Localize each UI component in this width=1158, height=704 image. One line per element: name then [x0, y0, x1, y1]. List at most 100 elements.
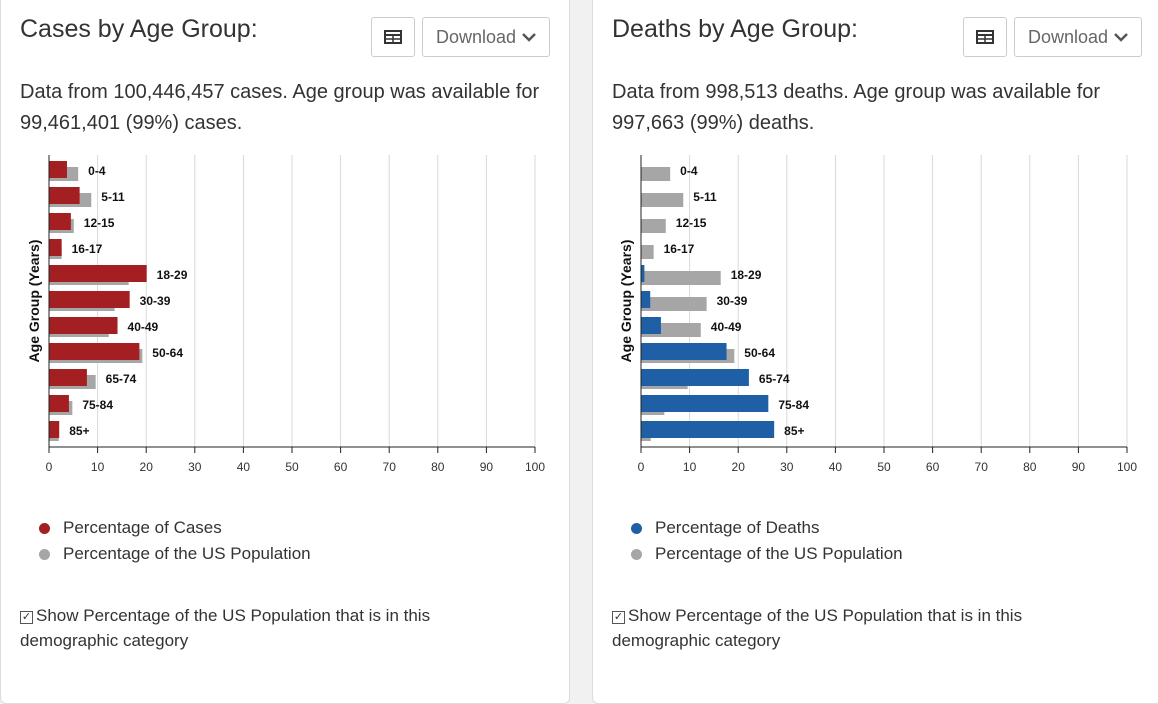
category-label: 65-74 [106, 372, 137, 386]
deaths-panel: Deaths by Age Group: Download Data from … [592, 0, 1158, 704]
category-label: 40-49 [711, 320, 742, 334]
category-label: 12-15 [676, 216, 707, 230]
x-tick-label: 0 [638, 460, 645, 474]
table-icon [384, 30, 402, 44]
bar-population [641, 297, 707, 311]
bar-primary [49, 187, 80, 204]
download-label: Download [435, 26, 517, 47]
bar-primary [49, 421, 60, 438]
legend-dot [631, 522, 642, 534]
x-tick-label: 30 [188, 460, 202, 474]
x-tick-label: 10 [91, 460, 105, 474]
category-label: 18-29 [731, 268, 762, 282]
category-label: 0-4 [680, 164, 698, 178]
legend-dot [39, 522, 50, 534]
y-axis-label: Age Group (Years) [618, 240, 634, 363]
table-view-button[interactable] [371, 17, 415, 57]
y-axis-label: Age Group (Years) [26, 240, 42, 363]
x-tick-label: 80 [1023, 460, 1037, 474]
population-checkbox[interactable]: ✓ Show Percentage of the US Population th… [20, 603, 520, 653]
bar-primary [49, 317, 118, 334]
category-label: 5-11 [101, 190, 125, 204]
population-checkbox[interactable]: ✓ Show Percentage of the US Population th… [612, 603, 1112, 653]
bar-primary [641, 369, 749, 386]
bar-primary [49, 161, 67, 178]
legend-item-population[interactable]: Percentage of the US Population [631, 541, 903, 567]
category-label: 50-64 [152, 346, 183, 360]
x-tick-label: 20 [140, 460, 154, 474]
checkbox-icon[interactable]: ✓ [20, 611, 33, 624]
bar-primary [641, 343, 727, 360]
bar-population [641, 193, 684, 207]
x-tick-label: 70 [383, 460, 397, 474]
panel-description: Data from 100,446,457 cases. Age group w… [20, 81, 540, 134]
x-tick-label: 80 [431, 460, 445, 474]
category-label: 50-64 [744, 346, 775, 360]
category-label: 30-39 [717, 294, 748, 308]
deaths-bar-chart: 0 10 20 30 40 50 60 70 80 90 100 0-4 5-11 12-15 16-17 1… [618, 155, 1137, 474]
category-label: 65-74 [759, 372, 790, 386]
download-label: Download [1027, 26, 1109, 47]
x-tick-label: 100 [525, 460, 545, 474]
category-label: 85+ [69, 424, 89, 438]
category-label: 5-11 [693, 190, 717, 204]
legend-item-deaths[interactable]: Percentage of Deaths [631, 515, 903, 541]
bar-population [641, 245, 654, 259]
checkbox-icon[interactable]: ✓ [612, 611, 625, 624]
legend-label: Percentage of Deaths [655, 518, 820, 537]
x-tick-label: 10 [683, 460, 697, 474]
bar-primary [49, 213, 71, 230]
panel-title: Deaths by Age Group: [612, 15, 858, 43]
table-icon [976, 30, 994, 44]
checkbox-label: Show Percentage of the US Population tha… [20, 606, 431, 650]
download-button[interactable]: Download [422, 17, 550, 57]
bar-primary [641, 291, 651, 308]
legend-item-cases[interactable]: Percentage of Cases [39, 515, 311, 541]
category-label: 40-49 [128, 320, 159, 334]
x-tick-label: 50 [877, 460, 891, 474]
x-tick-label: 30 [780, 460, 794, 474]
category-label: 75-84 [82, 398, 113, 412]
legend-label: Percentage of the US Population [63, 544, 311, 563]
checkbox-label: Show Percentage of the US Population tha… [612, 606, 1023, 650]
x-tick-label: 0 [46, 460, 53, 474]
bar-primary [49, 395, 69, 412]
bar-primary [49, 239, 62, 256]
panel-description: Data from 998,513 deaths. Age group was … [612, 81, 1101, 134]
table-view-button[interactable] [963, 17, 1007, 57]
download-button[interactable]: Download [1014, 17, 1142, 57]
chart-legend: Percentage of Cases Percentage of the US… [39, 515, 311, 567]
chart-legend: Percentage of Deaths Percentage of the U… [631, 515, 903, 567]
x-tick-label: 100 [1117, 460, 1137, 474]
bar-primary [641, 265, 645, 282]
category-label: 16-17 [72, 242, 103, 256]
chevron-down-icon [1114, 33, 1128, 42]
legend-label: Percentage of Cases [63, 518, 222, 537]
bar-primary [49, 291, 130, 308]
bar-primary [641, 317, 661, 334]
category-label: 85+ [784, 424, 804, 438]
bar-primary [49, 369, 87, 386]
category-label: 75-84 [778, 398, 809, 412]
x-tick-label: 20 [732, 460, 746, 474]
x-tick-label: 40 [237, 460, 251, 474]
cases-panel: Cases by Age Group: Download Data from 1… [0, 0, 570, 704]
bar-population [641, 167, 671, 181]
x-tick-label: 70 [975, 460, 989, 474]
legend-item-population[interactable]: Percentage of the US Population [39, 541, 311, 567]
bar-primary [641, 395, 769, 412]
category-label: 12-15 [84, 216, 115, 230]
bar-primary [49, 343, 140, 360]
bar-primary [49, 265, 147, 282]
category-label: 0-4 [88, 164, 106, 178]
category-label: 18-29 [157, 268, 188, 282]
x-tick-label: 40 [829, 460, 843, 474]
legend-label: Percentage of the US Population [655, 544, 903, 563]
legend-dot [631, 548, 642, 560]
x-tick-label: 60 [334, 460, 348, 474]
category-label: 16-17 [664, 242, 695, 256]
x-tick-label: 60 [926, 460, 940, 474]
x-tick-label: 90 [480, 460, 494, 474]
bar-population [641, 271, 721, 285]
x-tick-label: 90 [1072, 460, 1086, 474]
